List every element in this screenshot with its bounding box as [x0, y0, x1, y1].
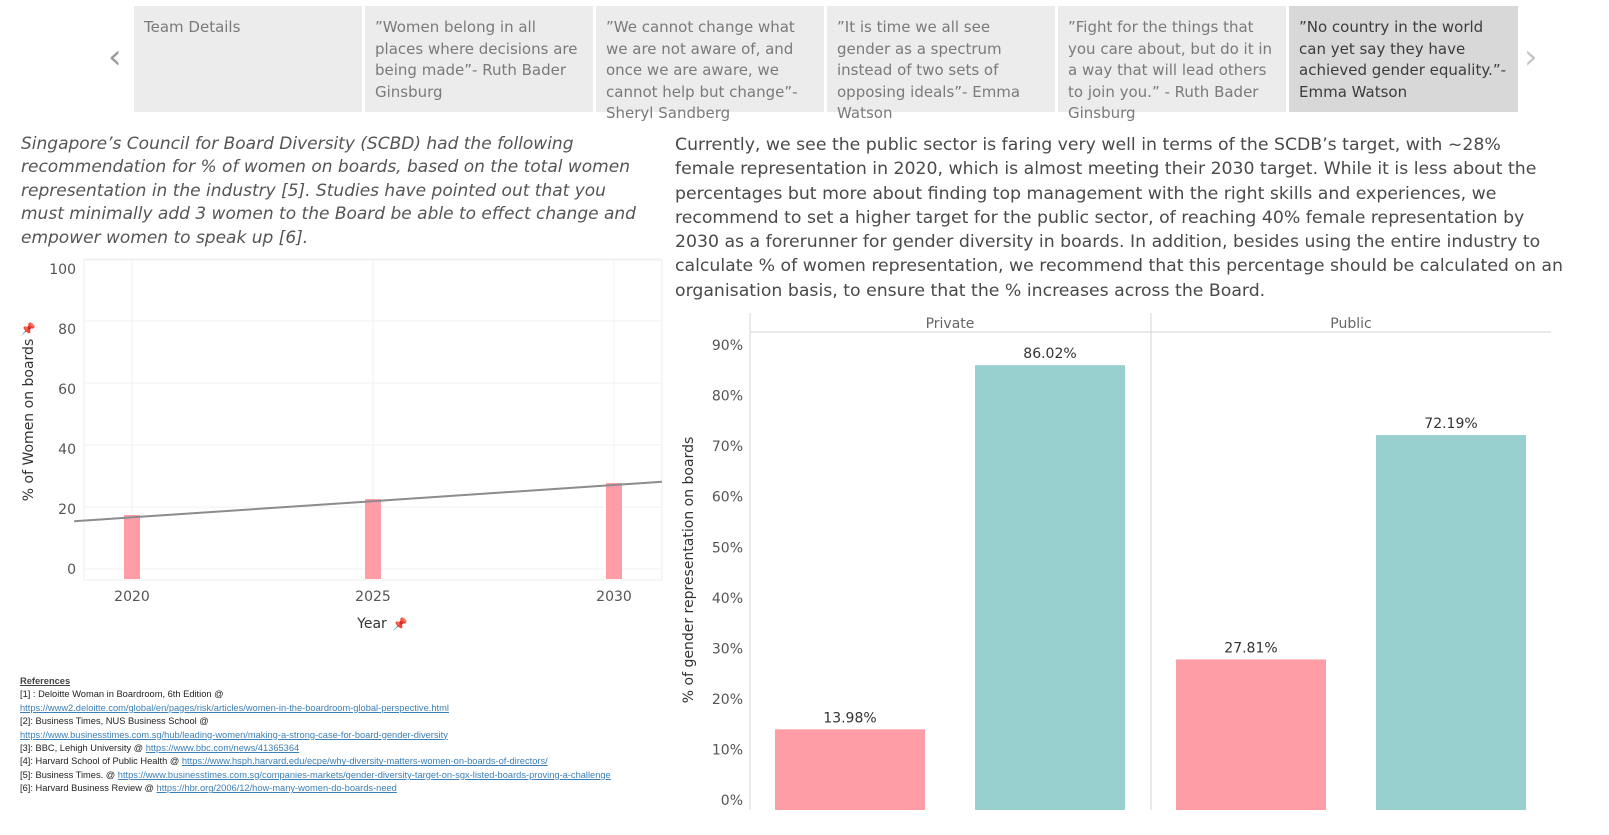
story-point-quote-ginsburg-2[interactable]: ”Fight for the things that you care abou… — [1058, 6, 1286, 122]
y-tick-label: 10% — [712, 742, 743, 758]
reference-link[interactable]: https://www2.deloitte.com/global/en/page… — [20, 702, 449, 713]
bar-value-label: 27.81% — [1224, 640, 1277, 656]
reference-link[interactable]: https://www.hsph.harvard.edu/ecpe/why-di… — [181, 756, 548, 767]
y-tick-label: 40 — [58, 442, 76, 458]
references-title: References — [20, 676, 71, 686]
y-tick-label: 80 — [58, 322, 76, 338]
story-navigator: Team Details ”Women belong in all places… — [134, 6, 1518, 122]
panel-header-label: Private — [926, 316, 975, 332]
story-point-quote-watson-2[interactable]: ”No country in the world can yet say the… — [1289, 6, 1518, 112]
bar-value-label: 72.19% — [1424, 416, 1477, 432]
x-tick-label: 2030 — [596, 589, 632, 605]
story-point-quote-sandberg[interactable]: ”We cannot change what we are not aware … — [596, 6, 824, 122]
reference-text: [1] : Deloitte Woman in Boardroom, 6th E… — [20, 689, 224, 700]
reference-link[interactable]: https://www.bbc.com/news/41365364 — [145, 743, 300, 754]
representation-bar[interactable] — [975, 365, 1125, 810]
target-bar[interactable] — [365, 499, 381, 579]
y-tick-label: 20 — [58, 502, 76, 518]
y-axis-label: % of gender representation on boards — [681, 437, 697, 704]
y-axis-pin-icon[interactable]: 📌 — [21, 321, 36, 336]
panel-private: Private 13.98% 86.02% — [775, 316, 1125, 810]
next-story-point-arrow-icon[interactable]: › — [1524, 37, 1538, 77]
y-tick-label: 20% — [712, 692, 743, 708]
reference-text: [2]: Business Times, NUS Business School… — [20, 716, 209, 727]
x-tick-label: 2025 — [355, 589, 391, 605]
reference-text: [3]: BBC, Lehigh University @ — [20, 743, 146, 754]
story-point-quote-watson-1[interactable]: ”It is time we all see gender as a spect… — [827, 6, 1055, 122]
y-axis-label: % of Women on boards — [21, 339, 37, 501]
reference-item: [1] : Deloitte Woman in Boardroom, 6th E… — [20, 688, 660, 715]
target-bar[interactable] — [124, 515, 140, 579]
x-axis-pin-icon[interactable]: 📌 — [393, 616, 408, 631]
scbd-recommendation-text: Singapore’s Council for Board Diversity … — [21, 134, 636, 248]
reference-text: [6]: Harvard Business Review @ — [20, 783, 157, 794]
panel-public: Public 27.81% 72.19% — [1176, 316, 1526, 810]
scbd-target-chart: 0 20 40 60 80 100 2020 2025 2030 % of Women on … — [21, 258, 663, 632]
references-list: References [1] : Deloitte Woman in Board… — [20, 675, 660, 796]
panel-header-label: Public — [1330, 316, 1371, 332]
reference-item: [3]: BBC, Lehigh University @ https://ww… — [20, 742, 660, 755]
bar-value-label: 86.02% — [1023, 346, 1076, 362]
y-tick-label: 100 — [49, 262, 76, 278]
representation-bar[interactable] — [1176, 659, 1326, 810]
reference-item: [4]: Harvard School of Public Health @ h… — [20, 755, 660, 768]
y-tick-label: 40% — [712, 591, 743, 607]
y-tick-label: 0 — [67, 562, 76, 578]
previous-story-point-arrow-icon[interactable]: ‹ — [108, 37, 122, 77]
reference-link[interactable]: https://hbr.org/2006/12/how-many-women-d… — [156, 783, 397, 794]
y-tick-label: 50% — [712, 540, 743, 556]
y-tick-label: 30% — [712, 641, 743, 657]
reference-item: [5]: Business Times. @ https://www.busin… — [20, 769, 660, 782]
reference-text: [4]: Harvard School of Public Health @ — [20, 756, 182, 767]
reference-item: [6]: Harvard Business Review @ https://h… — [20, 782, 660, 795]
y-tick-label: 0% — [721, 793, 743, 809]
representation-bar[interactable] — [775, 729, 925, 810]
bar-value-label: 13.98% — [823, 710, 876, 726]
x-tick-label: 2020 — [114, 589, 150, 605]
target-bar[interactable] — [606, 483, 622, 579]
public-sector-analysis-text: Currently, we see the public sector is f… — [675, 135, 1563, 301]
y-tick-label: 80% — [712, 389, 743, 405]
target-trend-line — [74, 480, 663, 523]
reference-link[interactable]: https://www.businesstimes.com.sg/compani… — [117, 769, 611, 780]
gender-representation-chart: 0% 10% 20% 30% 40% 50% 60% 70% 80% 90% Private 13.… — [681, 313, 1551, 810]
story-point-team-details[interactable]: Team Details — [134, 6, 362, 112]
y-tick-label: 60% — [712, 490, 743, 506]
y-tick-label: 60 — [58, 382, 76, 398]
reference-item: [2]: Business Times, NUS Business School… — [20, 715, 660, 742]
reference-link[interactable]: https://www.businesstimes.com.sg/hub/lea… — [20, 729, 448, 740]
story-point-quote-ginsburg-1[interactable]: ”Women belong in all places where decisi… — [365, 6, 593, 112]
y-tick-label: 70% — [712, 439, 743, 455]
reference-text: [5]: Business Times. @ — [20, 769, 118, 780]
y-tick-label: 90% — [712, 338, 743, 354]
representation-bar[interactable] — [1376, 435, 1526, 810]
x-axis-label: Year — [356, 616, 387, 632]
